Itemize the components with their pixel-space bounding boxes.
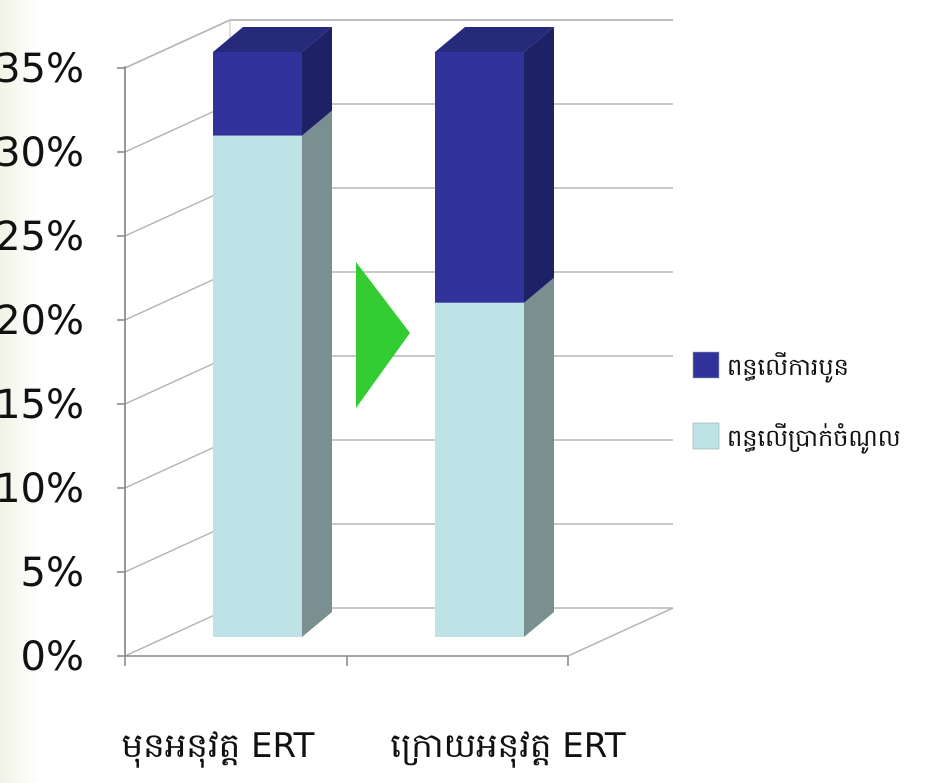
- bar-side-0-0: [302, 110, 332, 638]
- legend-swatch: [692, 422, 720, 450]
- bar-side-0-1: [302, 27, 332, 136]
- gridline: [124, 355, 673, 405]
- y-tick-label: 35%: [0, 46, 84, 92]
- bar-segment-0-0: [213, 135, 302, 638]
- y-tick-label: 20%: [0, 298, 84, 344]
- floor-right-edge: [567, 607, 674, 657]
- axes: [117, 66, 674, 666]
- bar-side-1-0: [524, 277, 554, 637]
- arrow-right-icon: [356, 262, 410, 408]
- gridline: [124, 103, 673, 153]
- bar-side-1-1: [524, 27, 554, 303]
- bar-segment-1-1: [435, 52, 524, 303]
- gridline: [124, 523, 673, 573]
- y-tick-labels: 0% 5% 10% 15% 20% 25% 30% 35%: [0, 46, 84, 680]
- y-tick-label: 25%: [0, 214, 84, 260]
- bar-top-1: [435, 27, 554, 52]
- y-tick-label: 10%: [0, 466, 84, 512]
- bars: [213, 27, 554, 638]
- gridline: [124, 439, 673, 489]
- bar-segment-0-1: [213, 52, 302, 136]
- y-tick-label: 30%: [0, 130, 84, 176]
- legend-label: ពន្ធលើប្រាក់ចំណូល: [727, 423, 901, 454]
- category-labels: មុនអនុវត្ត ERT ក្រោយអនុវត្ត ERT: [122, 726, 626, 768]
- gridline: [124, 607, 673, 657]
- legend-swatch: [692, 351, 720, 379]
- legend-label: ពន្ធលើការបូន: [727, 352, 849, 383]
- bar-segment-1-0: [435, 302, 524, 637]
- y-tick-label: 5%: [21, 550, 84, 596]
- y-tick-label: 0%: [21, 634, 84, 680]
- arrow-icon: [356, 262, 410, 408]
- y-tick-label: 15%: [0, 382, 84, 428]
- category-label: មុនអនុវត្ត ERT: [122, 726, 315, 768]
- gridline: [124, 187, 673, 237]
- gridline: [124, 19, 673, 69]
- category-label: ក្រោយអនុវត្ត ERT: [390, 726, 626, 768]
- bar-top-0: [213, 27, 332, 52]
- legend: ពន្ធលើការបូនពន្ធលើប្រាក់ចំណូល: [692, 351, 901, 454]
- gridline: [124, 271, 673, 321]
